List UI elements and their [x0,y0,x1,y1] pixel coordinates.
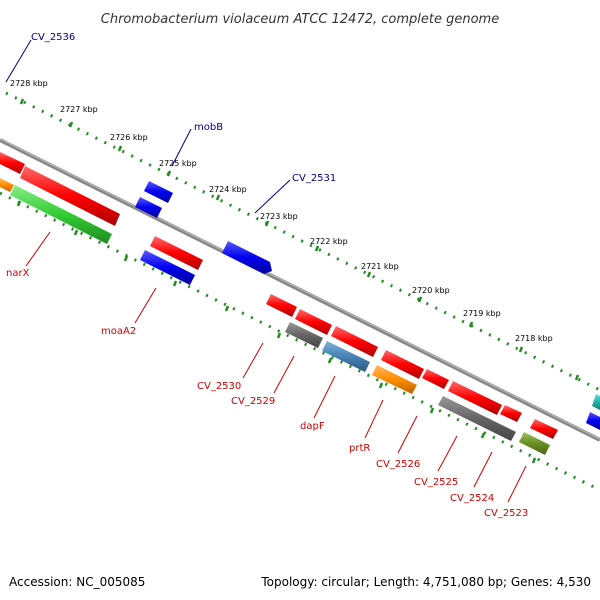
reverse-genes [0,152,600,455]
tick-label: 2722 kbp [310,237,348,246]
gene-label-bottom[interactable]: prtR [349,443,370,454]
inner-tick-marks [16,200,537,464]
tick-label: 2724 kbp [209,185,247,194]
gene-arrow-red[interactable] [422,369,449,389]
tick-label: 2718 kbp [515,334,553,343]
gene-label-bottom[interactable]: CV_2525 [414,477,458,488]
gene-label-bottom[interactable]: CV_2529 [231,396,275,407]
accession-text: Accession: NC_005085 [9,575,145,589]
tick-label: 2727 kbp [60,105,98,114]
gene-arrow-CV_2523[interactable] [519,432,550,455]
tick-label: 2725 kbp [159,159,197,168]
outer-tick-ring [5,91,600,392]
tick-labels: 2728 kbp 2727 kbp 2726 kbp 2725 kbp 2724… [10,79,553,343]
gene-arrow-CV_2526[interactable] [448,381,502,415]
gene-arrow-narX[interactable] [10,185,112,244]
inner-tick-ring [0,191,600,492]
gene-arrow-red[interactable] [331,326,378,357]
gene-arrow-CV_2525[interactable] [438,396,516,441]
gene-arrow-moaA2[interactable] [140,250,195,285]
tick-label: 2721 kbp [361,262,399,271]
gene-arrow-red[interactable] [295,309,332,335]
gene-arrow-red[interactable] [20,166,120,226]
bottom-leaders [25,231,527,503]
gene-label-bottom[interactable]: CV_2526 [376,459,420,470]
gene-arrow-mobB[interactable] [144,181,173,203]
tick-label: 2726 kbp [110,133,148,142]
top-leaders [5,39,291,214]
gene-label-bottom[interactable]: CV_2524 [450,493,494,504]
gene-arrow-red[interactable] [530,419,558,439]
gene-arrow-orange[interactable] [0,178,14,192]
gene-arrow-CV_2524[interactable] [500,405,522,422]
gene-arrow-blue[interactable] [135,197,162,218]
gene-label-bottom[interactable]: dapF [300,421,325,432]
gene-arrow-CV_2530[interactable] [266,294,297,317]
map-title: Chromobacterium violaceum ATCC 12472, co… [101,12,499,27]
gene-arrow-CV_2529[interactable] [285,322,323,348]
genome-backbone-highlight [0,138,600,440]
tick-label: 2723 kbp [260,212,298,221]
gene-arrow-red[interactable] [0,152,25,174]
gene-label-top[interactable]: mobB [194,122,223,133]
tick-label: 2719 kbp [463,309,501,318]
gene-arrow-blue[interactable] [586,412,600,430]
gene-arrow-red[interactable] [150,236,203,270]
gene-arrow-prtR[interactable] [372,365,417,394]
forward-genes [144,181,600,410]
gene-arrow-dapF[interactable] [322,341,370,372]
gene-label-top[interactable]: CV_2536 [31,32,75,43]
tick-label: 2728 kbp [10,79,48,88]
genome-summary-text: Topology: circular; Length: 4,751,080 bp… [260,575,591,589]
gene-arrow-cyan[interactable] [592,394,600,410]
gene-arrow-CV_2531[interactable] [222,241,272,274]
gene-label-bottom[interactable]: narX [6,268,30,279]
gene-label-bottom[interactable]: CV_2523 [484,508,528,519]
gene-label-top[interactable]: CV_2531 [292,173,336,184]
tick-marks [19,98,580,381]
tick-label: 2720 kbp [412,286,450,295]
genome-backbone [0,138,600,442]
gene-arrow-red[interactable] [381,350,424,379]
gene-label-bottom[interactable]: CV_2530 [197,381,241,392]
gene-label-bottom[interactable]: moaA2 [101,326,136,337]
